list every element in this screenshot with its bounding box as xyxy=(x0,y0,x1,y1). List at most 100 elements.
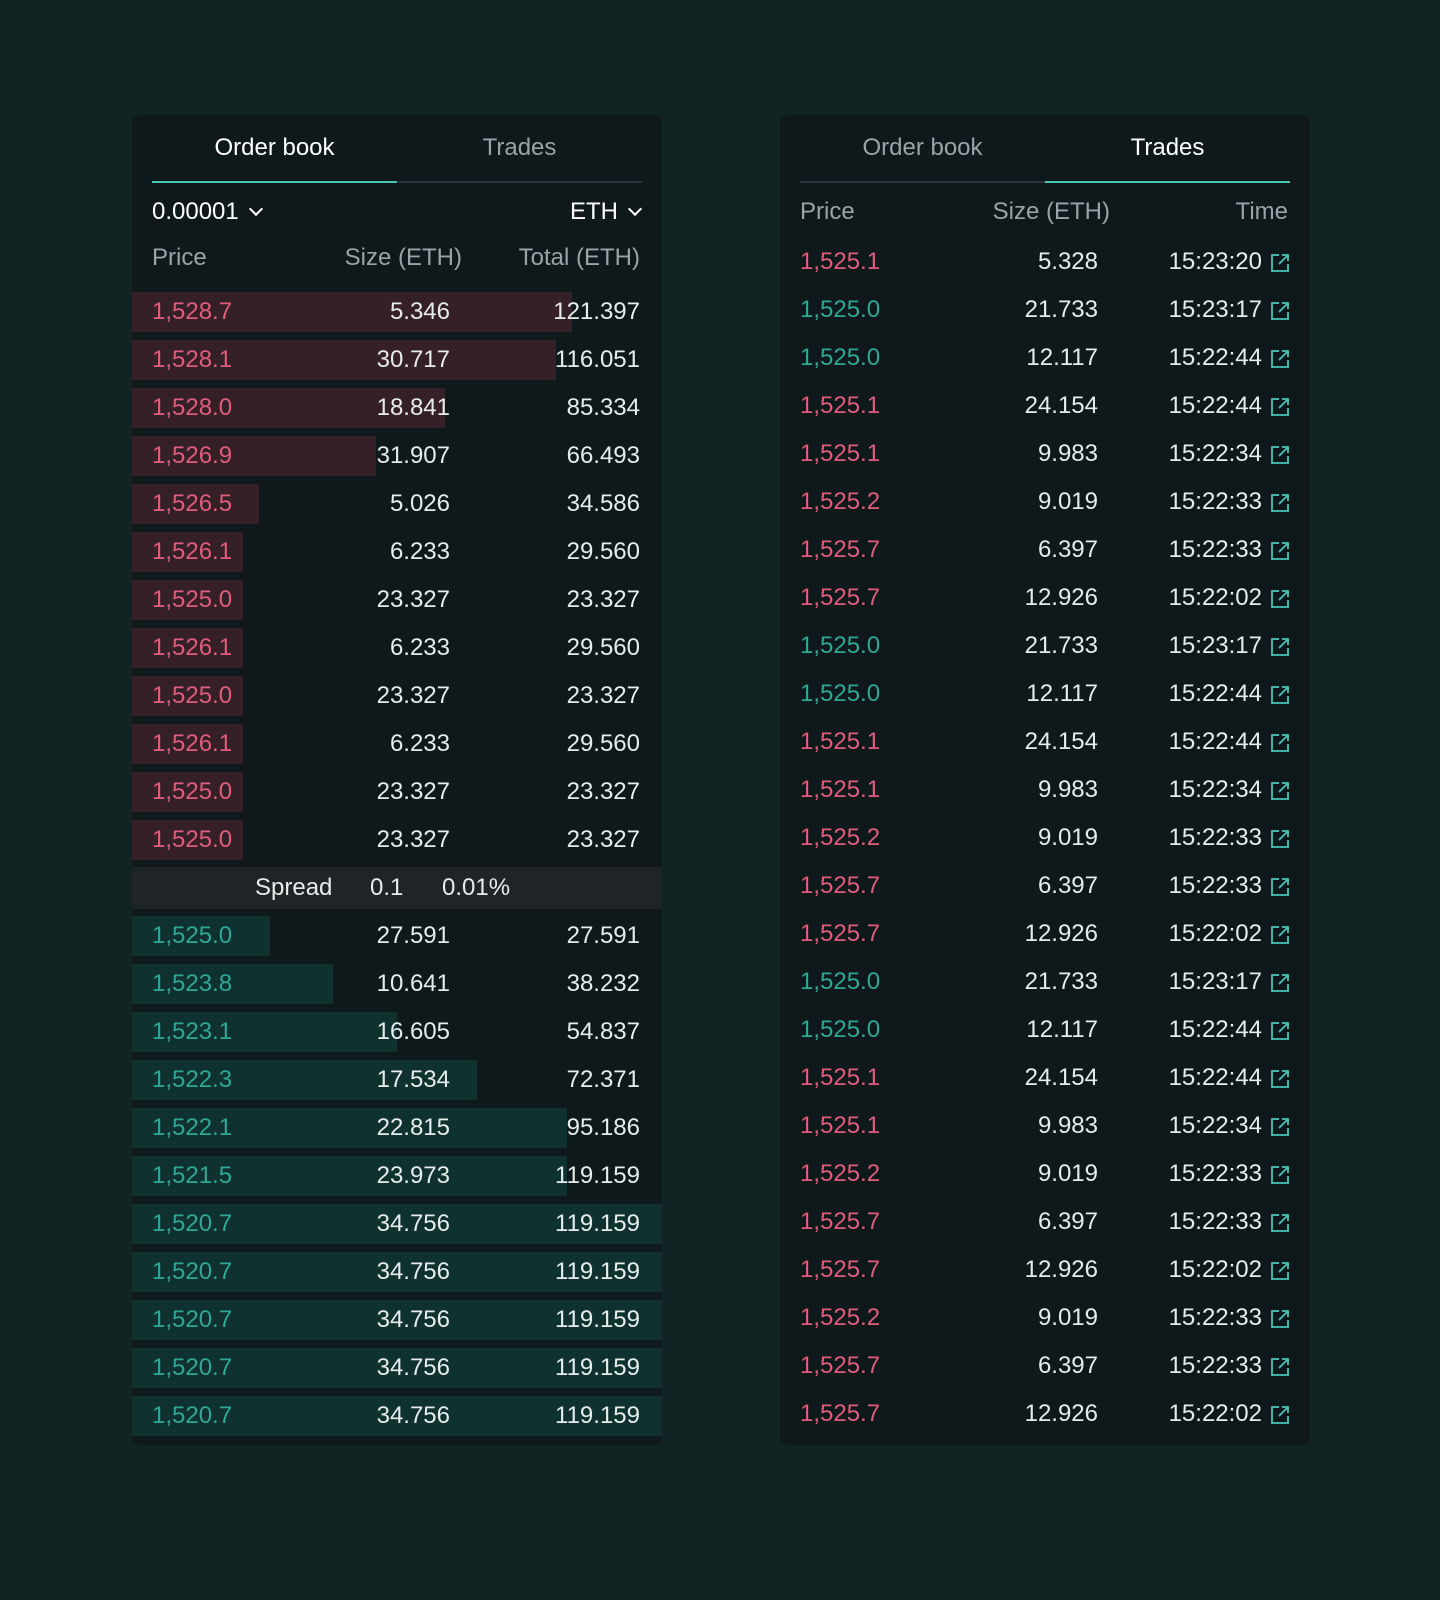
external-link-icon[interactable] xyxy=(1270,1116,1290,1136)
external-link-icon[interactable] xyxy=(1270,1356,1290,1376)
external-link-icon[interactable] xyxy=(1270,444,1290,464)
total-cell: 119.159 xyxy=(555,1258,640,1285)
ask-row[interactable]: 1,526.1 6.233 29.560 xyxy=(132,528,662,576)
time-cell: 15:22:33 xyxy=(1168,1352,1262,1379)
ask-row[interactable]: 1,526.1 6.233 29.560 xyxy=(132,624,662,672)
external-link-icon[interactable] xyxy=(1270,492,1290,512)
ask-row[interactable]: 1,526.1 6.233 29.560 xyxy=(132,720,662,768)
price-cell: 1,525.0 xyxy=(152,682,233,709)
external-link-icon[interactable] xyxy=(1270,348,1290,368)
depth-bar xyxy=(132,916,270,956)
total-cell: 23.327 xyxy=(566,778,640,805)
ask-row[interactable]: 1,528.1 30.717 116.051 xyxy=(132,336,662,384)
external-link-icon[interactable] xyxy=(1270,300,1290,320)
time-cell: 15:22:34 xyxy=(1168,776,1262,803)
external-link-icon[interactable] xyxy=(1270,684,1290,704)
depth-bar xyxy=(132,1108,567,1148)
size-cell: 23.973 xyxy=(376,1162,450,1189)
precision-select[interactable]: 0.00001 xyxy=(152,198,263,226)
time-cell: 15:22:33 xyxy=(1168,1208,1262,1235)
time-cell: 15:22:44 xyxy=(1168,392,1262,419)
header-total: Total (ETH) xyxy=(518,244,640,271)
external-link-icon[interactable] xyxy=(1270,1164,1290,1184)
spread-value: 0.1 xyxy=(370,874,404,901)
external-link-icon[interactable] xyxy=(1270,1020,1290,1040)
external-link-icon[interactable] xyxy=(1270,636,1290,656)
trades-panel: Order book Trades Price Size (ETH) Time … xyxy=(780,115,1310,1445)
external-link-icon[interactable] xyxy=(1270,780,1290,800)
ask-row[interactable]: 1,526.5 5.026 34.586 xyxy=(132,480,662,528)
header-price: Price xyxy=(152,244,207,271)
external-link-icon[interactable] xyxy=(1270,1308,1290,1328)
depth-bar xyxy=(132,1204,662,1244)
price-cell: 1,525.2 xyxy=(800,1304,881,1331)
bid-row[interactable]: 1,522.1 22.815 95.186 xyxy=(132,1104,662,1152)
price-cell: 1,520.7 xyxy=(152,1210,233,1237)
currency-value: ETH xyxy=(570,198,618,225)
trades-tabs: Order book Trades xyxy=(800,115,1290,183)
tab-trades[interactable]: Trades xyxy=(482,134,557,161)
external-link-icon[interactable] xyxy=(1270,972,1290,992)
currency-select[interactable]: ETH xyxy=(570,198,643,226)
time-cell: 15:22:33 xyxy=(1168,536,1262,563)
tab-trades[interactable]: Trades xyxy=(1045,115,1290,183)
spread-label: Spread xyxy=(255,874,333,901)
bid-row[interactable]: 1,520.7 34.756 119.159 xyxy=(132,1344,662,1392)
depth-bar xyxy=(132,820,244,860)
trade-row: 1,525.7 12.926 15:22:02 xyxy=(780,574,1310,622)
ask-row[interactable]: 1,528.0 18.841 85.334 xyxy=(132,384,662,432)
ask-row[interactable]: 1,526.9 31.907 66.493 xyxy=(132,432,662,480)
size-cell: 24.154 xyxy=(1024,392,1098,419)
time-cell: 15:22:34 xyxy=(1168,1112,1262,1139)
external-link-icon[interactable] xyxy=(1270,1260,1290,1280)
trade-row: 1,525.0 12.117 15:22:44 xyxy=(780,334,1310,382)
price-cell: 1,525.1 xyxy=(800,392,881,419)
price-cell: 1,525.1 xyxy=(800,728,881,755)
size-cell: 18.841 xyxy=(376,394,450,421)
external-link-icon[interactable] xyxy=(1270,924,1290,944)
header-price: Price xyxy=(800,198,855,225)
tab-order-book[interactable]: Order book xyxy=(862,134,983,161)
bid-row[interactable]: 1,522.3 17.534 72.371 xyxy=(132,1056,662,1104)
ask-row[interactable]: 1,528.7 5.346 121.397 xyxy=(132,288,662,336)
bid-row[interactable]: 1,520.7 34.756 119.159 xyxy=(132,1248,662,1296)
ask-row[interactable]: 1,525.0 23.327 23.327 xyxy=(132,768,662,816)
ask-row[interactable]: 1,525.0 23.327 23.327 xyxy=(132,816,662,864)
bid-row[interactable]: 1,523.8 10.641 38.232 xyxy=(132,960,662,1008)
total-cell: 119.159 xyxy=(555,1306,640,1333)
time-cell: 15:23:20 xyxy=(1168,248,1262,275)
orderbook-panel: Order book Trades 0.00001 ETH Price Size… xyxy=(132,115,662,1445)
bid-row[interactable]: 1,520.7 34.756 119.159 xyxy=(132,1200,662,1248)
trade-row: 1,525.7 6.397 15:22:33 xyxy=(780,1198,1310,1246)
size-cell: 9.983 xyxy=(1037,776,1098,803)
external-link-icon[interactable] xyxy=(1270,588,1290,608)
bid-row[interactable]: 1,520.7 34.756 119.159 xyxy=(132,1296,662,1344)
external-link-icon[interactable] xyxy=(1270,396,1290,416)
size-cell: 5.026 xyxy=(389,490,450,517)
external-link-icon[interactable] xyxy=(1270,252,1290,272)
trade-row: 1,525.1 9.983 15:22:34 xyxy=(780,766,1310,814)
ask-row[interactable]: 1,525.0 23.327 23.327 xyxy=(132,672,662,720)
bid-row[interactable]: 1,525.0 27.591 27.591 xyxy=(132,912,662,960)
ask-row[interactable]: 1,525.0 23.327 23.327 xyxy=(132,576,662,624)
external-link-icon[interactable] xyxy=(1270,876,1290,896)
external-link-icon[interactable] xyxy=(1270,540,1290,560)
chevron-down-icon xyxy=(248,201,263,217)
external-link-icon[interactable] xyxy=(1270,1212,1290,1232)
trade-row: 1,525.7 12.926 15:22:02 xyxy=(780,1390,1310,1438)
bid-row[interactable]: 1,520.7 34.756 119.159 xyxy=(132,1392,662,1440)
trade-row: 1,525.7 6.397 15:22:33 xyxy=(780,1342,1310,1390)
external-link-icon[interactable] xyxy=(1270,732,1290,752)
bid-row[interactable]: 1,521.5 23.973 119.159 xyxy=(132,1152,662,1200)
total-cell: 72.371 xyxy=(566,1066,640,1093)
size-cell: 12.926 xyxy=(1024,920,1098,947)
trade-row: 1,525.0 12.117 15:22:44 xyxy=(780,1006,1310,1054)
tab-order-book[interactable]: Order book xyxy=(152,115,397,183)
time-cell: 15:23:17 xyxy=(1168,968,1262,995)
bid-row[interactable]: 1,523.1 16.605 54.837 xyxy=(132,1008,662,1056)
external-link-icon[interactable] xyxy=(1270,828,1290,848)
size-cell: 12.117 xyxy=(1026,344,1098,371)
external-link-icon[interactable] xyxy=(1270,1404,1290,1424)
price-cell: 1,520.7 xyxy=(152,1402,233,1429)
external-link-icon[interactable] xyxy=(1270,1068,1290,1088)
